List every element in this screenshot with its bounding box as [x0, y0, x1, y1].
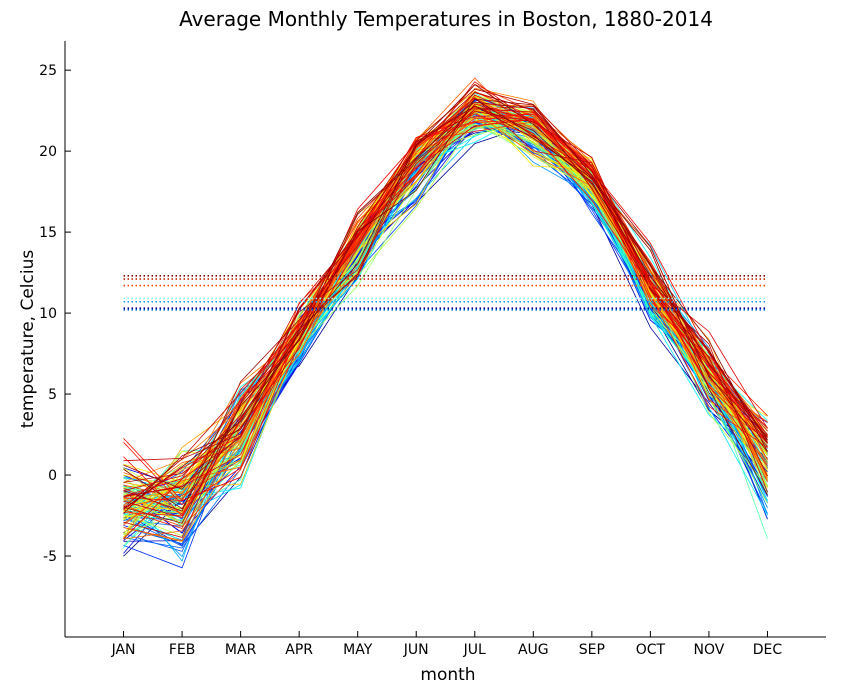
- x-tick-label-JUL: JUL: [463, 642, 486, 658]
- y-tick-label-15: 15: [39, 225, 57, 241]
- y-tick-label-10: 10: [39, 306, 57, 322]
- series-line-1997: [123, 113, 768, 510]
- x-tick-label-JUN: JUN: [403, 642, 429, 658]
- series-line-2012: [123, 105, 768, 514]
- series-layer: [123, 77, 768, 569]
- y-tick-label--5: -5: [43, 549, 57, 565]
- y-tick-label-0: 0: [48, 468, 57, 484]
- x-tick-label-AUG: AUG: [518, 642, 549, 658]
- y-tick-label-25: 25: [39, 63, 57, 79]
- y-tick-label-20: 20: [39, 144, 57, 160]
- x-tick-label-APR: APR: [285, 642, 313, 658]
- series-line-1999: [123, 103, 768, 501]
- series-line-2011: [123, 98, 768, 490]
- x-tick-label-NOV: NOV: [694, 642, 725, 658]
- x-tick-label-MAR: MAR: [225, 642, 257, 658]
- x-axis-label: month: [420, 665, 475, 685]
- y-axis-label: temperature, Celcius: [18, 250, 38, 429]
- series-line-1998: [123, 113, 768, 497]
- mean-lines-layer: [123, 275, 768, 311]
- x-tick-label-SEP: SEP: [579, 642, 605, 658]
- series-line-1930: [123, 113, 768, 510]
- x-tick-label-MAY: MAY: [343, 642, 373, 658]
- x-tick-label-FEB: FEB: [169, 642, 196, 658]
- y-tick-labels: -5 0 5 10 15 20 25: [39, 63, 57, 565]
- plot-area: [123, 77, 768, 569]
- x-tick-label-JAN: JAN: [111, 642, 136, 658]
- y-tick-label-5: 5: [48, 387, 57, 403]
- x-tick-label-DEC: DEC: [753, 642, 783, 658]
- chart-title: Average Monthly Temperatures in Boston, …: [179, 7, 713, 31]
- series-line-1983: [123, 111, 768, 540]
- axes: [64, 41, 826, 638]
- series-line-2014: [123, 98, 768, 510]
- series-line-2008: [123, 92, 768, 497]
- x-tick-label-OCT: OCT: [636, 642, 666, 658]
- x-tick-labels: JAN FEB MAR APR MAY JUN JUL AUG SEP OCT NOV DEC: [111, 642, 783, 658]
